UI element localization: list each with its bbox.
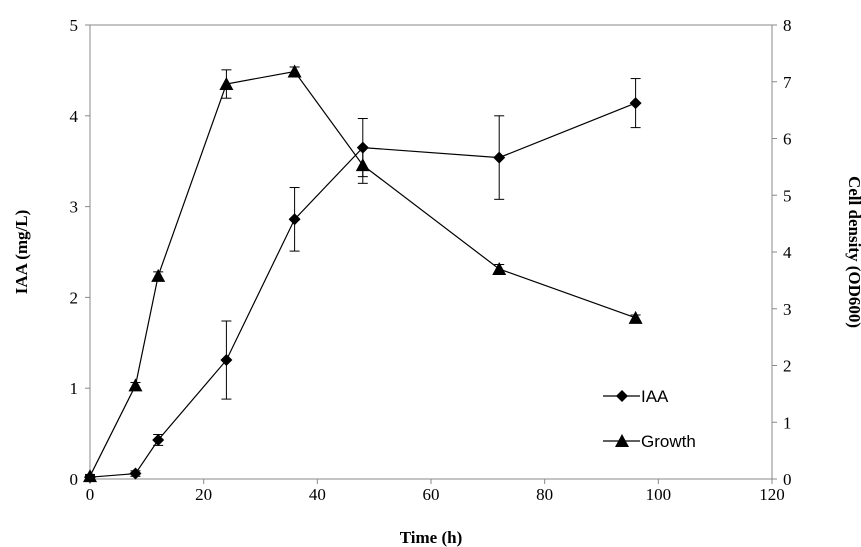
y-right-tick-label-4: 4 xyxy=(783,243,792,262)
x-tick-label-0: 0 xyxy=(86,485,95,504)
y-left-tick-label-3: 3 xyxy=(70,198,79,217)
series-iaa xyxy=(84,78,642,484)
y-right-tick-label-8: 8 xyxy=(783,16,792,35)
x-tick-label-4: 80 xyxy=(536,485,553,504)
point-iaa-3 xyxy=(220,354,233,367)
x-axis-title: Time (h) xyxy=(400,528,463,547)
y-left-tick-label-5: 5 xyxy=(70,16,79,35)
point-iaa-2 xyxy=(152,433,165,446)
y-axis-right: 0 1 2 3 4 5 6 7 8 xyxy=(772,16,792,489)
y-right-tick-label-7: 7 xyxy=(783,73,792,92)
point-iaa-1 xyxy=(129,467,142,480)
legend-marker-iaa xyxy=(616,390,628,402)
y-right-tick-label-1: 1 xyxy=(783,413,792,432)
x-tick-label-1: 20 xyxy=(195,485,212,504)
y-left-tick-label-4: 4 xyxy=(70,107,79,126)
series-growth xyxy=(83,64,643,483)
plot-frame xyxy=(89,24,773,480)
y-left-tick-label-1: 1 xyxy=(70,379,79,398)
y-right-tick-label-6: 6 xyxy=(783,130,792,149)
legend-label-growth: Growth xyxy=(641,432,696,451)
point-growth-0 xyxy=(83,469,97,483)
legend-marker-growth xyxy=(615,434,629,447)
point-growth-3 xyxy=(219,77,234,91)
x-tick-label-5: 100 xyxy=(646,485,672,504)
point-growth-1 xyxy=(128,378,143,392)
x-tick-label-6: 120 xyxy=(759,485,785,504)
legend: IAA Growth xyxy=(603,387,696,451)
point-growth-6 xyxy=(492,262,507,276)
point-growth-5 xyxy=(355,158,370,172)
legend-label-iaa: IAA xyxy=(641,387,669,406)
x-tick-label-2: 40 xyxy=(309,485,326,504)
y-right-tick-label-0: 0 xyxy=(783,470,792,489)
point-growth-4 xyxy=(287,64,302,78)
y-axis-right-title: Cell density (OD600) xyxy=(845,176,861,328)
y-left-tick-label-2: 2 xyxy=(70,288,79,307)
x-tick-label-3: 60 xyxy=(423,485,440,504)
x-axis: 0 20 40 60 80 100 120 xyxy=(86,479,785,504)
y-right-tick-label-2: 2 xyxy=(783,357,792,376)
y-right-tick-label-3: 3 xyxy=(783,300,792,319)
y-left-tick-label-0: 0 xyxy=(70,470,79,489)
y-right-tick-label-5: 5 xyxy=(783,186,792,205)
series-line-growth xyxy=(89,70,636,477)
point-iaa-7 xyxy=(629,97,642,110)
series-layer xyxy=(83,64,643,484)
point-growth-2 xyxy=(151,268,166,282)
y-axis-left-title: IAA (mg/L) xyxy=(12,210,31,295)
point-iaa-6 xyxy=(493,151,506,164)
point-iaa-4 xyxy=(288,213,301,226)
y-axis-left: 0 1 2 3 4 5 xyxy=(70,16,90,489)
point-growth-7 xyxy=(628,310,643,324)
series-line-iaa xyxy=(89,102,636,478)
